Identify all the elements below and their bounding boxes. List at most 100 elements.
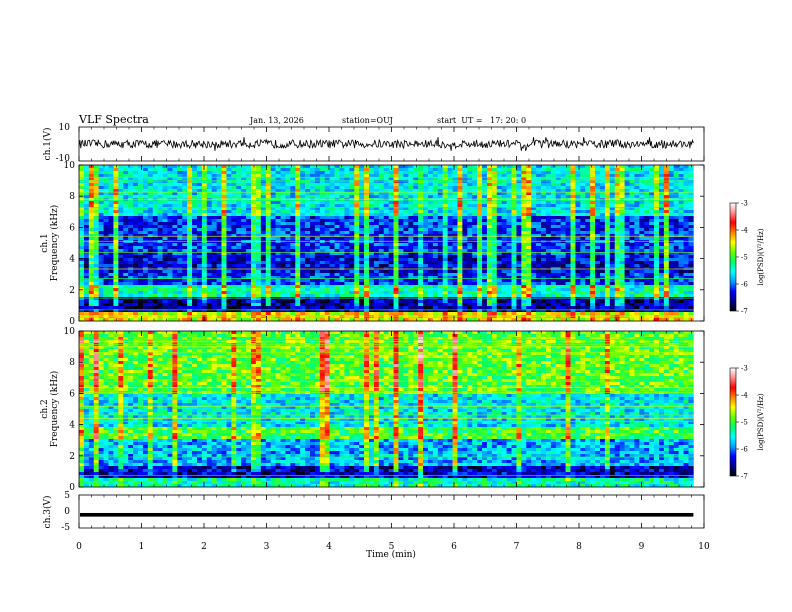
spectrogram-cell — [211, 264, 217, 268]
spectrogram-cell — [550, 279, 557, 283]
spectrogram-cell — [442, 255, 448, 259]
spectrogram-cell — [241, 201, 247, 205]
spectrogram-cell — [472, 234, 478, 238]
spectrogram-cell — [624, 234, 630, 238]
spectrogram-cell — [310, 231, 316, 235]
spectrogram-cell — [216, 231, 222, 235]
spectrogram-cell — [280, 222, 286, 226]
spectrogram-cell — [192, 174, 198, 178]
spectrogram-cell — [334, 279, 340, 283]
spectrogram-cell — [98, 174, 104, 178]
spectrogram-cell — [678, 168, 684, 172]
spectrogram-cell — [654, 183, 660, 187]
spectrogram-cell — [688, 207, 694, 211]
spectrogram-cell — [79, 255, 85, 259]
spectrogram-cell — [427, 213, 434, 217]
spectrogram-cell — [187, 201, 193, 205]
spectrogram-cell — [275, 243, 281, 247]
spectrogram-cell — [427, 234, 434, 238]
spectrogram-cell — [442, 261, 448, 265]
spectrogram-cell — [182, 216, 188, 220]
spectrogram-cell — [83, 240, 90, 244]
spectrogram-cell — [305, 198, 311, 202]
spectrogram-cell — [673, 252, 679, 256]
spectrogram-cell — [295, 201, 301, 205]
spectrogram-cell — [477, 207, 483, 211]
spectrogram-cell — [147, 222, 154, 226]
spectrogram-cell — [142, 174, 149, 178]
spectrogram-cell — [423, 177, 429, 181]
spectrogram-cell — [634, 243, 640, 247]
spectrogram-cell — [457, 198, 463, 202]
spectrogram-cell — [265, 186, 271, 190]
spectrogram-cell — [241, 219, 247, 223]
spectrogram-cell — [305, 255, 311, 259]
spectrogram-cell — [614, 249, 620, 253]
spectrogram-cell — [437, 216, 444, 220]
spectrogram-cell — [477, 282, 483, 286]
spectrogram-cell — [133, 282, 139, 286]
spectrogram-cell — [609, 282, 616, 286]
spectrogram-cell — [373, 168, 380, 172]
spectrogram-cell — [663, 213, 670, 217]
spectrogram-cell — [206, 246, 212, 250]
spectrogram-cell — [103, 237, 109, 241]
spectrogram-cell — [206, 165, 212, 169]
spectrogram-cell — [157, 201, 163, 205]
spectrogram-cell — [147, 240, 154, 244]
spectrogram-cell — [368, 165, 375, 169]
spectrogram-cell — [103, 273, 109, 277]
spectrogram-cell — [211, 258, 217, 262]
spectrogram-cell — [201, 207, 208, 211]
spectrogram-cell — [437, 174, 444, 178]
spectrogram-cell — [246, 198, 252, 202]
spectrogram-cell — [654, 174, 660, 178]
spectrogram-cell — [319, 252, 326, 256]
spectrogram-cell — [201, 228, 208, 232]
spectrogram-cell — [270, 246, 276, 250]
spectrogram-cell — [133, 186, 139, 190]
spectrogram-cell — [393, 201, 399, 205]
spectrogram-cell — [590, 225, 596, 229]
spectrogram-cell — [295, 225, 301, 229]
spectrogram-cell — [403, 204, 409, 208]
spectrogram-cell — [310, 270, 316, 274]
station-label: station=OUJ — [342, 116, 393, 125]
spectrogram-cell — [678, 213, 684, 217]
spectrogram-cell — [83, 213, 90, 217]
spectrogram-cell — [368, 195, 375, 199]
spectrogram-cell — [206, 225, 212, 229]
spectrogram-cell — [644, 231, 650, 235]
spectrogram-cell — [393, 198, 399, 202]
spectrogram-cell — [462, 225, 468, 229]
spectrogram-cell — [231, 219, 237, 223]
spectrogram-cell — [83, 243, 90, 247]
spectrogram-cell — [413, 186, 419, 190]
spectrogram-cell — [128, 177, 134, 181]
spectrogram-cell — [541, 207, 547, 211]
spectrogram-cell — [364, 201, 370, 205]
spectrogram-cell — [472, 270, 478, 274]
spectrogram-cell — [290, 186, 296, 190]
spectrogram-cell — [604, 219, 611, 223]
spectrogram-cell — [570, 183, 576, 187]
spectrogram-cell — [255, 258, 262, 262]
spectrogram-cell — [133, 276, 139, 280]
spectrogram-cell — [634, 183, 640, 187]
spectrogram-cell — [467, 222, 473, 226]
spectrogram-cell — [555, 282, 561, 286]
spectrogram-cell — [123, 195, 129, 199]
spectrogram-cell — [236, 231, 242, 235]
spectrogram-cell — [221, 201, 227, 205]
spectrogram-cell — [634, 171, 640, 175]
spectrogram-cell — [575, 225, 581, 229]
spectrogram-cell — [585, 258, 591, 262]
spectrogram-cell — [599, 246, 606, 250]
spectrogram-cell — [437, 201, 444, 205]
spectrogram-cell — [609, 258, 616, 262]
spectrogram-cell — [388, 231, 394, 235]
spectrogram-cell — [501, 186, 507, 190]
spectrogram-cell — [550, 207, 557, 211]
spectrogram-cell — [531, 243, 537, 247]
spectrogram-cell — [437, 204, 444, 208]
